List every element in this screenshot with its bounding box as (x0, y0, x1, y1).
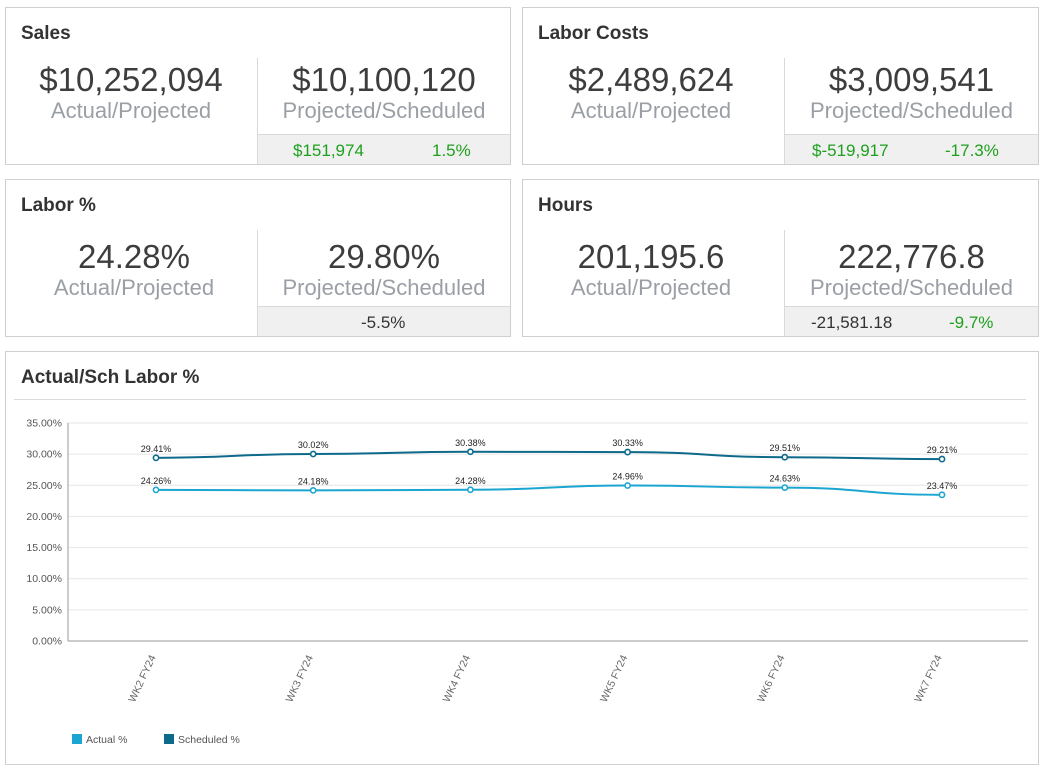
data-label: 24.63% (770, 474, 801, 484)
data-label: 23.47% (927, 481, 958, 491)
card-title: Labor Costs (538, 23, 649, 44)
data-point (624, 448, 631, 456)
x-tick-label: WK4 FY24 (441, 653, 473, 704)
sales-scheduled: $10,100,120 Projected/Scheduled (258, 61, 510, 123)
chart-title: Actual/Sch Labor % (21, 367, 200, 388)
variance-percent: -5.5% (361, 313, 406, 332)
variance-percent: -9.7% (949, 313, 994, 332)
data-label: 24.96% (612, 472, 643, 482)
x-tick-label: WK3 FY24 (284, 653, 316, 704)
labor-percent-scheduled: 29.80% Projected/Scheduled (258, 238, 510, 300)
data-point (309, 450, 317, 458)
divider (14, 399, 1026, 400)
y-tick-label: 25.00% (26, 480, 62, 492)
x-tick-label: WK5 FY24 (598, 653, 630, 704)
data-point (152, 486, 160, 494)
data-label: 24.18% (298, 476, 329, 486)
kpi-label: Projected/Scheduled (809, 98, 1014, 123)
legend-label: Actual % (86, 734, 127, 746)
card-title: Hours (538, 195, 593, 216)
data-label: 24.26% (141, 476, 172, 486)
hours-scheduled: 222,776.8 Projected/Scheduled (785, 238, 1038, 300)
legend-swatch (72, 734, 82, 744)
series-line-actual (155, 484, 943, 496)
card-title: Labor % (21, 195, 96, 216)
data-label: 30.38% (455, 438, 486, 448)
y-tick-label: 20.00% (26, 511, 62, 523)
data-label: 29.51% (770, 443, 801, 453)
data-point (938, 455, 946, 463)
variance-bar: $151,974 1.5% (258, 134, 510, 164)
variance-amount: $151,974 (293, 141, 364, 160)
data-point (781, 453, 789, 461)
divider (784, 230, 785, 336)
labor-costs-actual: $2,489,624 Actual/Projected (523, 61, 779, 123)
data-point (938, 491, 946, 499)
variance-amount: $-519,917 (812, 141, 889, 160)
x-tick-label: WK6 FY24 (755, 653, 787, 704)
y-tick-label: 30.00% (26, 449, 62, 461)
kpi-value: 29.80% (328, 238, 440, 275)
divider (257, 230, 258, 336)
kpi-value: $10,252,094 (39, 61, 223, 98)
kpi-value: $2,489,624 (568, 61, 734, 98)
line-chart: 0.00% 5.00% 10.00% 15.00% 20.00% 25.00% 30.00%… (26, 418, 1028, 746)
variance-bar: $-519,917 -17.3% (785, 134, 1038, 164)
series-line-scheduled (155, 450, 943, 461)
divider (784, 58, 785, 164)
data-point (781, 484, 789, 491)
hours-actual: 201,195.6 Actual/Projected (523, 238, 779, 300)
labor-costs-scheduled: $3,009,541 Projected/Scheduled (785, 61, 1038, 123)
y-tick-label: 35.00% (26, 418, 62, 430)
data-label: 29.21% (927, 445, 958, 455)
kpi-label: Actual/Projected (570, 98, 732, 123)
labor-percent-actual: 24.28% Actual/Projected (6, 238, 262, 300)
kpi-value: $10,100,120 (292, 61, 476, 98)
data-point (309, 486, 317, 494)
variance-percent: -17.3% (945, 141, 999, 160)
kpi-value: $3,009,541 (828, 61, 995, 98)
kpi-label: Projected/Scheduled (809, 275, 1014, 300)
y-tick-label: 5.00% (32, 604, 62, 616)
kpi-label: Projected/Scheduled (282, 98, 486, 123)
kpi-label: Actual/Projected (53, 275, 215, 300)
kpi-value: 24.28% (78, 238, 190, 275)
kpi-value: 201,195.6 (577, 238, 725, 275)
labor-costs-card: Labor Costs $2,489,624 Actual/Projected … (522, 7, 1039, 165)
data-label: 24.28% (455, 476, 486, 486)
variance-amount: -21,581.18 (811, 313, 893, 332)
card-title: Sales (21, 23, 71, 44)
labor-chart-card: Actual/Sch Labor % 0.00% 5.00% 10.00% 15.00… (5, 351, 1039, 765)
kpi-value: 222,776.8 (838, 238, 985, 275)
data-point (152, 454, 160, 462)
y-tick-label: 15.00% (26, 542, 62, 554)
sales-actual: $10,252,094 Actual/Projected (6, 61, 256, 123)
kpi-label: Actual/Projected (50, 98, 212, 123)
data-label: 30.33% (612, 438, 643, 448)
y-tick-label: 10.00% (26, 573, 62, 585)
hours-card: Hours 201,195.6 Actual/Projected 222,776… (522, 179, 1039, 337)
x-tick-label: WK7 FY24 (912, 653, 944, 704)
variance-bar: -5.5% (258, 306, 510, 336)
kpi-label: Projected/Scheduled (282, 275, 486, 300)
data-label: 29.41% (141, 444, 172, 454)
data-point (624, 482, 631, 489)
data-point (466, 448, 474, 456)
variance-bar: -21,581.18 -9.7% (785, 306, 1038, 336)
y-tick-label: 0.00% (32, 636, 62, 648)
legend-label: Scheduled % (178, 734, 240, 746)
variance-percent: 1.5% (432, 141, 471, 160)
data-point (466, 486, 474, 494)
kpi-label: Actual/Projected (570, 275, 732, 300)
divider (257, 58, 258, 164)
labor-percent-card: Labor % 24.28% Actual/Projected 29.80% P… (5, 179, 511, 337)
x-tick-label: WK2 FY24 (126, 653, 158, 704)
data-label: 30.02% (298, 440, 329, 450)
sales-card: Sales $10,252,094 Actual/Projected $10,1… (5, 7, 511, 165)
legend-swatch (164, 734, 174, 744)
